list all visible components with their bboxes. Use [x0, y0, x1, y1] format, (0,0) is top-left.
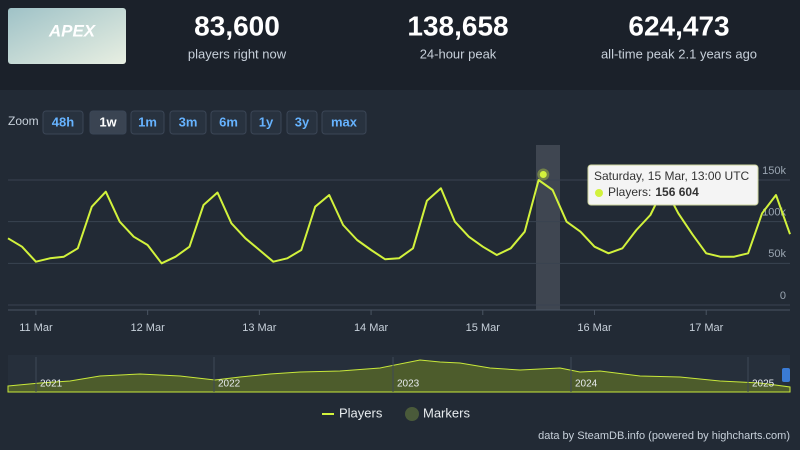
zoom-button-label[interactable]: 1y	[259, 114, 274, 129]
zoom-button-label[interactable]: max	[331, 114, 358, 129]
stat-label: all-time peak 2.1 years ago	[601, 46, 757, 61]
logo-text: APEX	[48, 21, 97, 40]
x-tick-label: 11 Mar	[19, 322, 53, 334]
legend-swatch[interactable]	[405, 407, 419, 421]
navigator-area	[7, 359, 791, 393]
stat-label: 24-hour peak	[420, 46, 497, 61]
tooltip-dot	[595, 189, 603, 197]
zoom-button-label[interactable]: 48h	[52, 114, 74, 129]
zoom-button-label[interactable]: 3y	[295, 114, 310, 129]
navigator-label: 2022	[218, 379, 241, 390]
legend-label[interactable]: Markers	[423, 405, 470, 420]
tooltip-box	[587, 164, 759, 206]
tooltip-line: Players: 156 604	[608, 185, 699, 199]
navigator-label: 2023	[397, 379, 420, 390]
navigator-label: 2024	[575, 379, 598, 390]
x-tick-label: 17 Mar	[689, 322, 724, 334]
zoom-button[interactable]	[42, 110, 84, 135]
tooltip-title: Saturday, 15 Mar, 13:00 UTC	[594, 169, 750, 183]
zoom-button-label[interactable]: 1w	[99, 114, 117, 129]
x-tick-label: 16 Mar	[577, 322, 612, 334]
x-tick-label: 13 Mar	[242, 322, 277, 334]
hover-band	[536, 145, 560, 310]
zoom-label: Zoom	[8, 114, 39, 128]
navigator-handle[interactable]	[782, 368, 790, 382]
stat-value: 138,658	[407, 10, 508, 41]
stat-value: 83,600	[194, 10, 280, 41]
legend-label[interactable]: Players	[339, 405, 383, 420]
x-tick-label: 14 Mar	[354, 322, 389, 334]
zoom-button[interactable]	[321, 110, 367, 135]
stat-value: 624,473	[628, 10, 729, 41]
zoom-button[interactable]	[210, 110, 247, 135]
y-tick-label: 150k	[762, 165, 786, 177]
y-tick-label: 0	[780, 290, 786, 302]
zoom-button[interactable]	[89, 110, 127, 135]
tooltip-value: 156 604	[655, 185, 699, 199]
game-logo[interactable]	[8, 8, 126, 64]
zoom-button[interactable]	[286, 110, 318, 135]
x-tick-label: 12 Mar	[131, 322, 166, 334]
y-tick-label: 50k	[768, 248, 786, 260]
x-tick-label: 15 Mar	[466, 322, 501, 334]
zoom-button[interactable]	[250, 110, 282, 135]
zoom-button[interactable]	[169, 110, 207, 135]
navigator-label: 2021	[40, 379, 63, 390]
zoom-button-label[interactable]: 6m	[219, 114, 238, 129]
header-band	[0, 0, 800, 90]
zoom-button-label[interactable]: 3m	[179, 114, 198, 129]
credit: data by SteamDB.info (powered by highcha…	[538, 430, 790, 442]
stat-label: players right now	[188, 46, 287, 61]
zoom-button[interactable]	[130, 110, 165, 135]
navigator-label: 2025	[752, 379, 775, 390]
tooltip-series: Players:	[608, 185, 651, 199]
hover-point-core	[539, 170, 547, 178]
zoom-button-label[interactable]: 1m	[138, 114, 157, 129]
